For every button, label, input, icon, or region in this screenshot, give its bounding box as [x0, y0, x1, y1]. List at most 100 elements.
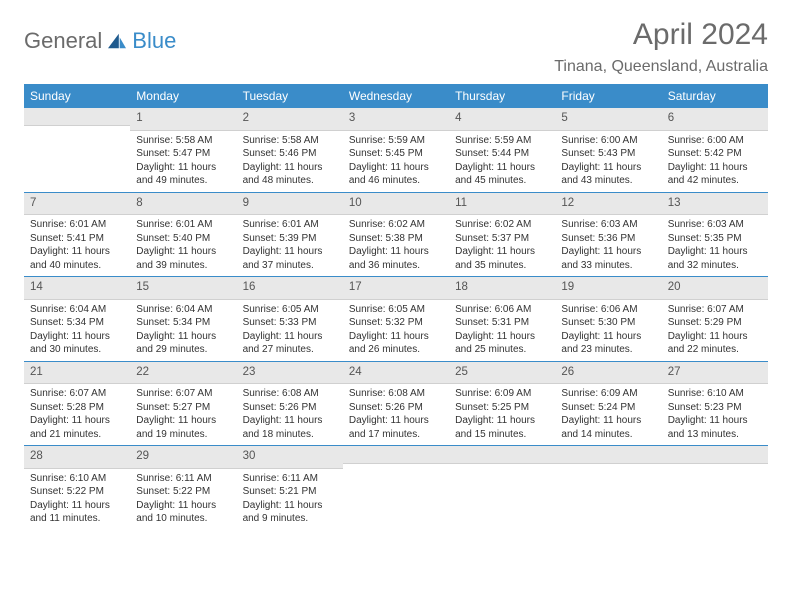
day-content: Sunrise: 6:07 AMSunset: 5:27 PMDaylight:… — [130, 384, 236, 445]
calendar-cell: 24Sunrise: 6:08 AMSunset: 5:26 PMDayligh… — [343, 361, 449, 446]
day-content: Sunrise: 6:09 AMSunset: 5:24 PMDaylight:… — [555, 384, 661, 445]
day-number: 25 — [449, 362, 555, 385]
sunrise-text: Sunrise: 6:09 AM — [455, 387, 549, 401]
brand-logo: General Blue — [24, 28, 176, 54]
day-content — [449, 464, 555, 524]
calendar-cell: 12Sunrise: 6:03 AMSunset: 5:36 PMDayligh… — [555, 192, 661, 277]
day-content: Sunrise: 6:05 AMSunset: 5:32 PMDaylight:… — [343, 300, 449, 361]
day-number — [24, 108, 130, 126]
sunset-text: Sunset: 5:27 PM — [136, 401, 230, 415]
day-number: 22 — [130, 362, 236, 385]
day-number: 15 — [130, 277, 236, 300]
day-number: 12 — [555, 193, 661, 216]
daylight-text: Daylight: 11 hours and 21 minutes. — [30, 414, 124, 441]
day-number: 8 — [130, 193, 236, 216]
daylight-text: Daylight: 11 hours and 25 minutes. — [455, 330, 549, 357]
calendar-cell: 6Sunrise: 6:00 AMSunset: 5:42 PMDaylight… — [662, 108, 768, 192]
sunrise-text: Sunrise: 6:01 AM — [30, 218, 124, 232]
day-content: Sunrise: 6:01 AMSunset: 5:40 PMDaylight:… — [130, 215, 236, 276]
sunset-text: Sunset: 5:44 PM — [455, 147, 549, 161]
sunset-text: Sunset: 5:26 PM — [349, 401, 443, 415]
calendar-cell: 23Sunrise: 6:08 AMSunset: 5:26 PMDayligh… — [237, 361, 343, 446]
calendar-cell: 15Sunrise: 6:04 AMSunset: 5:34 PMDayligh… — [130, 277, 236, 362]
sunrise-text: Sunrise: 6:07 AM — [668, 303, 762, 317]
sunrise-text: Sunrise: 5:58 AM — [136, 134, 230, 148]
sunset-text: Sunset: 5:22 PM — [30, 485, 124, 499]
daylight-text: Daylight: 11 hours and 48 minutes. — [243, 161, 337, 188]
day-content: Sunrise: 6:01 AMSunset: 5:41 PMDaylight:… — [24, 215, 130, 276]
day-number: 1 — [130, 108, 236, 131]
day-content: Sunrise: 6:04 AMSunset: 5:34 PMDaylight:… — [24, 300, 130, 361]
day-number: 13 — [662, 193, 768, 216]
calendar-cell — [555, 446, 661, 530]
sunset-text: Sunset: 5:37 PM — [455, 232, 549, 246]
sunrise-text: Sunrise: 6:01 AM — [136, 218, 230, 232]
day-content: Sunrise: 6:02 AMSunset: 5:37 PMDaylight:… — [449, 215, 555, 276]
sunrise-text: Sunrise: 6:00 AM — [561, 134, 655, 148]
day-content — [343, 464, 449, 524]
day-number — [662, 446, 768, 464]
calendar-cell: 7Sunrise: 6:01 AMSunset: 5:41 PMDaylight… — [24, 192, 130, 277]
title-block: April 2024 Tinana, Queensland, Australia — [554, 18, 768, 76]
day-content: Sunrise: 6:06 AMSunset: 5:31 PMDaylight:… — [449, 300, 555, 361]
day-number: 18 — [449, 277, 555, 300]
day-content: Sunrise: 6:10 AMSunset: 5:23 PMDaylight:… — [662, 384, 768, 445]
day-number: 9 — [237, 193, 343, 216]
sunset-text: Sunset: 5:33 PM — [243, 316, 337, 330]
sunrise-text: Sunrise: 6:11 AM — [243, 472, 337, 486]
day-number: 24 — [343, 362, 449, 385]
sunset-text: Sunset: 5:32 PM — [349, 316, 443, 330]
day-content: Sunrise: 5:59 AMSunset: 5:45 PMDaylight:… — [343, 131, 449, 192]
day-content: Sunrise: 5:58 AMSunset: 5:46 PMDaylight:… — [237, 131, 343, 192]
sunrise-text: Sunrise: 6:04 AM — [30, 303, 124, 317]
day-content: Sunrise: 6:09 AMSunset: 5:25 PMDaylight:… — [449, 384, 555, 445]
calendar-cell: 11Sunrise: 6:02 AMSunset: 5:37 PMDayligh… — [449, 192, 555, 277]
daylight-text: Daylight: 11 hours and 13 minutes. — [668, 414, 762, 441]
calendar-cell — [662, 446, 768, 530]
daylight-text: Daylight: 11 hours and 11 minutes. — [30, 499, 124, 526]
calendar-cell: 3Sunrise: 5:59 AMSunset: 5:45 PMDaylight… — [343, 108, 449, 192]
day-number: 6 — [662, 108, 768, 131]
daylight-text: Daylight: 11 hours and 46 minutes. — [349, 161, 443, 188]
day-number: 30 — [237, 446, 343, 469]
daylight-text: Daylight: 11 hours and 36 minutes. — [349, 245, 443, 272]
calendar-cell: 2Sunrise: 5:58 AMSunset: 5:46 PMDaylight… — [237, 108, 343, 192]
brand-text-general: General — [24, 28, 102, 54]
calendar-cell: 22Sunrise: 6:07 AMSunset: 5:27 PMDayligh… — [130, 361, 236, 446]
sunset-text: Sunset: 5:23 PM — [668, 401, 762, 415]
sunrise-text: Sunrise: 5:59 AM — [455, 134, 549, 148]
day-content: Sunrise: 6:00 AMSunset: 5:42 PMDaylight:… — [662, 131, 768, 192]
day-content: Sunrise: 5:58 AMSunset: 5:47 PMDaylight:… — [130, 131, 236, 192]
calendar-cell: 16Sunrise: 6:05 AMSunset: 5:33 PMDayligh… — [237, 277, 343, 362]
sunset-text: Sunset: 5:43 PM — [561, 147, 655, 161]
day-number: 7 — [24, 193, 130, 216]
sunrise-text: Sunrise: 6:08 AM — [349, 387, 443, 401]
day-content: Sunrise: 6:00 AMSunset: 5:43 PMDaylight:… — [555, 131, 661, 192]
sunset-text: Sunset: 5:21 PM — [243, 485, 337, 499]
day-number: 4 — [449, 108, 555, 131]
sunrise-text: Sunrise: 6:06 AM — [455, 303, 549, 317]
sunrise-text: Sunrise: 6:10 AM — [668, 387, 762, 401]
weekday-header: Tuesday — [237, 84, 343, 108]
calendar-cell: 20Sunrise: 6:07 AMSunset: 5:29 PMDayligh… — [662, 277, 768, 362]
day-number — [343, 446, 449, 464]
calendar-cell: 27Sunrise: 6:10 AMSunset: 5:23 PMDayligh… — [662, 361, 768, 446]
calendar-cell: 4Sunrise: 5:59 AMSunset: 5:44 PMDaylight… — [449, 108, 555, 192]
page-header: General Blue April 2024 Tinana, Queensla… — [24, 18, 768, 76]
day-content: Sunrise: 6:01 AMSunset: 5:39 PMDaylight:… — [237, 215, 343, 276]
calendar-cell: 19Sunrise: 6:06 AMSunset: 5:30 PMDayligh… — [555, 277, 661, 362]
daylight-text: Daylight: 11 hours and 15 minutes. — [455, 414, 549, 441]
daylight-text: Daylight: 11 hours and 18 minutes. — [243, 414, 337, 441]
sunset-text: Sunset: 5:24 PM — [561, 401, 655, 415]
daylight-text: Daylight: 11 hours and 10 minutes. — [136, 499, 230, 526]
daylight-text: Daylight: 11 hours and 29 minutes. — [136, 330, 230, 357]
daylight-text: Daylight: 11 hours and 40 minutes. — [30, 245, 124, 272]
brand-text-blue: Blue — [132, 28, 176, 54]
day-content — [24, 126, 130, 186]
daylight-text: Daylight: 11 hours and 26 minutes. — [349, 330, 443, 357]
weekday-header: Monday — [130, 84, 236, 108]
sunrise-text: Sunrise: 6:10 AM — [30, 472, 124, 486]
day-content: Sunrise: 6:06 AMSunset: 5:30 PMDaylight:… — [555, 300, 661, 361]
sunrise-text: Sunrise: 6:01 AM — [243, 218, 337, 232]
sunrise-text: Sunrise: 6:04 AM — [136, 303, 230, 317]
